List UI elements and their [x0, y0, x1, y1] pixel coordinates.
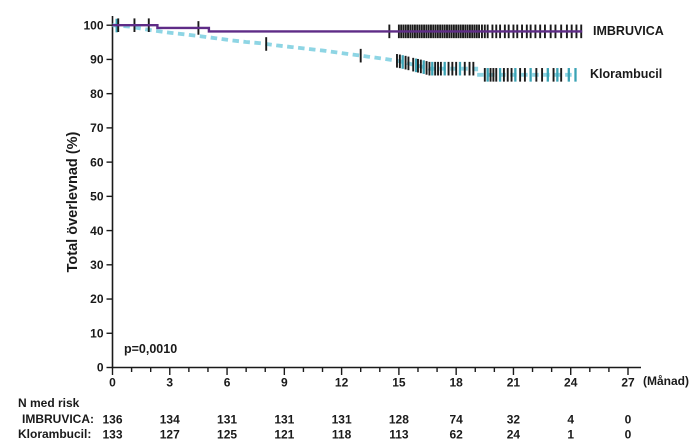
risk-value: 128 [389, 413, 409, 427]
x-tick-label: 27 [621, 376, 635, 390]
risk-value: 32 [507, 413, 521, 427]
y-tick-label: 20 [90, 292, 104, 306]
y-tick-label: 70 [90, 121, 104, 135]
risk-value: 0 [625, 428, 632, 442]
risk-value: 131 [332, 413, 352, 427]
risk-value: 24 [507, 428, 521, 442]
series-label-imbruvica: IMBRUVICA [593, 24, 664, 38]
risk-value: 125 [217, 428, 237, 442]
risk-table-title: N med risk [18, 396, 80, 410]
x-tick-label: 24 [564, 376, 578, 390]
risk-value: 62 [449, 428, 463, 442]
risk-row-label-klorambucil: Klorambucil: [18, 427, 92, 441]
y-tick-label: 80 [90, 87, 104, 101]
risk-row-label-imbruvica: IMBRUVICA: [22, 412, 94, 426]
y-tick-label: 90 [90, 53, 104, 67]
x-tick-label: 18 [449, 376, 463, 390]
risk-value: 134 [160, 413, 180, 427]
risk-value: 0 [625, 413, 632, 427]
y-tick-label: 0 [97, 361, 104, 375]
risk-value: 74 [449, 413, 463, 427]
risk-value: 131 [217, 413, 237, 427]
risk-value: 118 [332, 428, 352, 442]
y-tick-label: 50 [90, 190, 104, 204]
y-tick-label: 40 [90, 224, 104, 238]
x-tick-label: 0 [109, 376, 116, 390]
risk-value: 136 [102, 413, 122, 427]
risk-value: 131 [274, 413, 294, 427]
risk-value: 113 [389, 428, 409, 442]
x-axis-unit-label: (Månad) [643, 374, 689, 388]
risk-value: 121 [274, 428, 294, 442]
x-tick-label: 21 [507, 376, 521, 390]
survival-curve-imbruvica [112, 24, 583, 33]
y-axis-title: Total överlevnad (%) [64, 131, 81, 273]
x-tick-label: 12 [335, 376, 349, 390]
y-tick-label: 60 [90, 155, 104, 169]
x-tick-label: 3 [166, 376, 173, 390]
risk-value: 133 [102, 428, 122, 442]
y-tick-label: 10 [90, 326, 104, 340]
p-value-annotation: p=0,0010 [124, 342, 178, 356]
series-label-klorambucil: Klorambucil [590, 67, 663, 81]
risk-value: 127 [160, 428, 180, 442]
y-tick-label: 30 [90, 258, 104, 272]
survival-curve-klorambucil [112, 23, 577, 77]
x-tick-label: 6 [224, 376, 231, 390]
y-tick-label: 100 [83, 18, 103, 32]
x-tick-label: 9 [281, 376, 288, 390]
x-tick-label: 15 [392, 376, 406, 390]
risk-value: 4 [567, 413, 574, 427]
risk-value: 1 [567, 428, 574, 442]
